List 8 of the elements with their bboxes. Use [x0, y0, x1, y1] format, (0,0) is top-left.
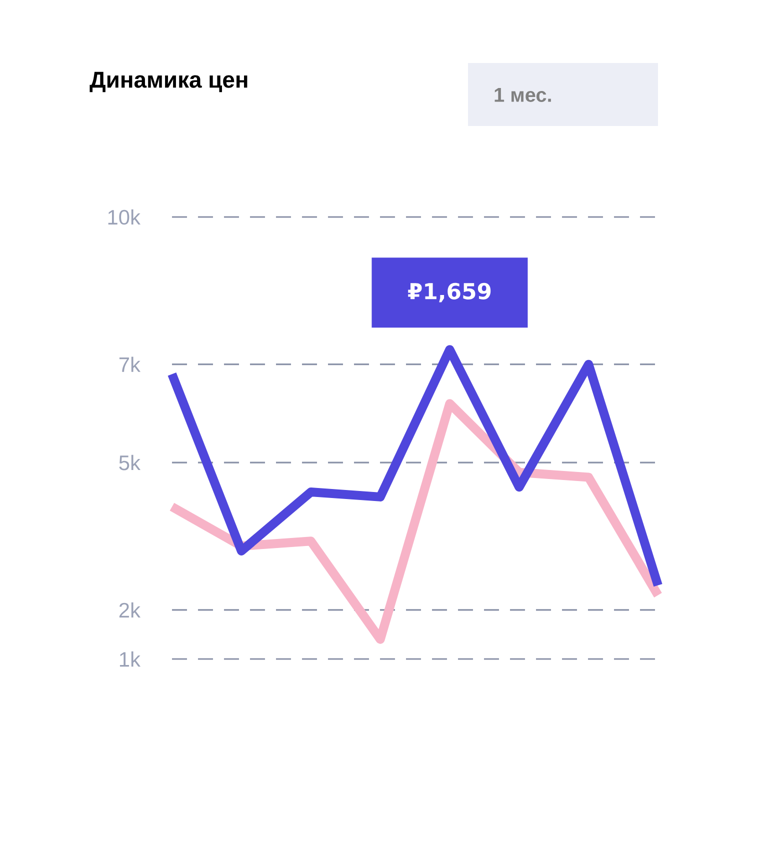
- y-tick-label: 10k: [108, 209, 140, 225]
- text: 1 мес.: [494, 88, 551, 102]
- y-tick-label: 7k: [119, 356, 140, 372]
- y-tick-label: 5k: [119, 454, 140, 470]
- y-tick-label: 1k: [120, 651, 140, 667]
- chart-title: Динамика цен: [90, 72, 248, 92]
- annotation: ₽1,659: [408, 282, 491, 302]
- y-tick-label: 2k: [119, 602, 140, 618]
